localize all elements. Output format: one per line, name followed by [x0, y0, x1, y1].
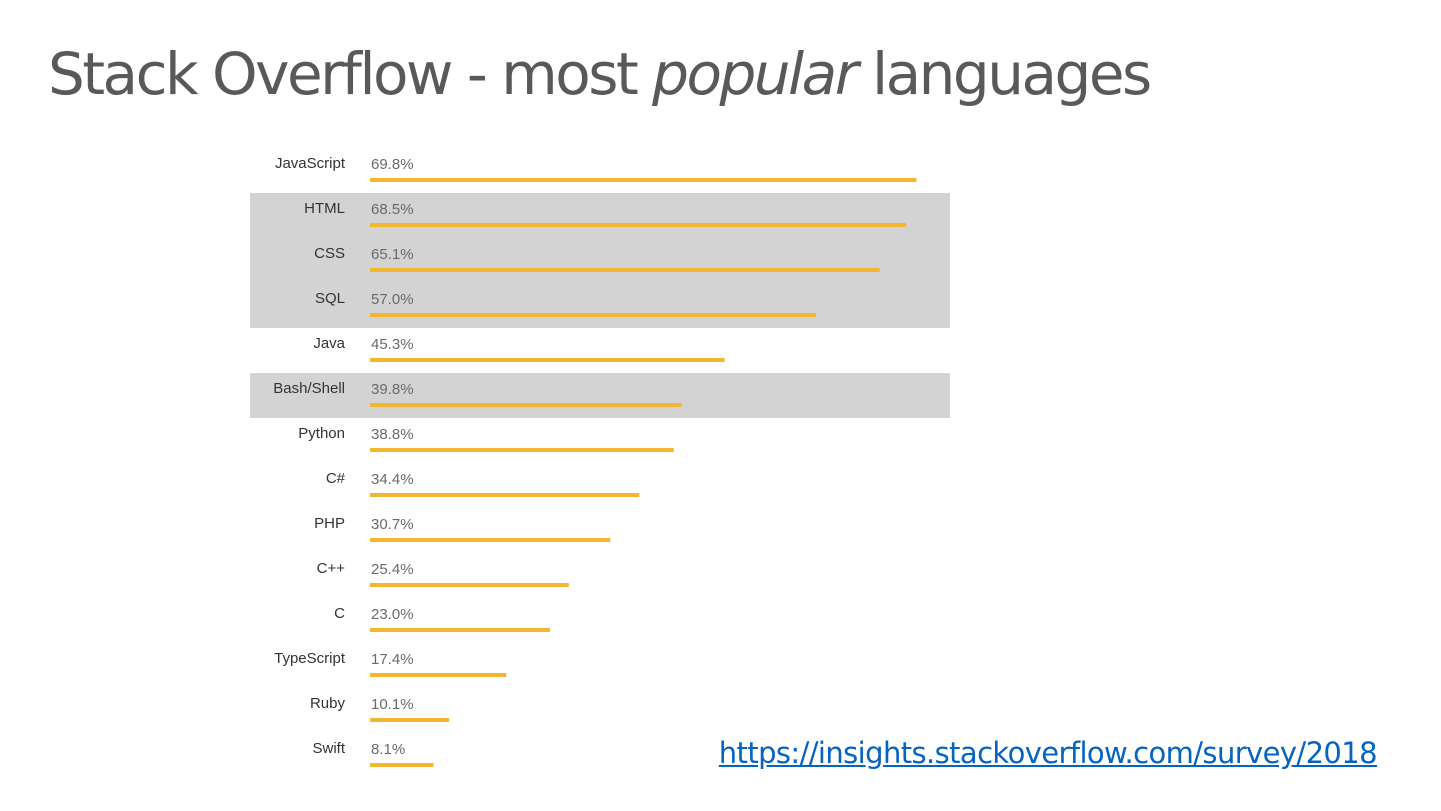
value-label: 10.1%	[371, 696, 414, 713]
value-label: 25.4%	[371, 561, 414, 578]
value-label: 30.7%	[371, 516, 414, 533]
title-part-2: languages	[856, 40, 1152, 108]
value-label: 69.8%	[371, 156, 414, 173]
category-label: Bash/Shell	[273, 380, 345, 397]
bar	[370, 358, 725, 362]
category-label: JavaScript	[275, 155, 346, 172]
value-label: 65.1%	[371, 246, 414, 263]
bar	[370, 313, 817, 317]
bar	[370, 538, 611, 542]
category-label: Java	[313, 335, 345, 352]
bar	[370, 493, 640, 497]
category-label: TypeScript	[274, 650, 346, 667]
title-italic-word: popular	[652, 40, 858, 108]
value-label: 34.4%	[371, 471, 414, 488]
value-label: 45.3%	[371, 336, 414, 353]
bar	[370, 268, 880, 272]
bar	[370, 583, 569, 587]
category-label: Ruby	[310, 695, 346, 712]
value-label: 68.5%	[371, 201, 414, 218]
value-label: 23.0%	[371, 606, 414, 623]
bar	[370, 448, 674, 452]
value-label: 57.0%	[371, 291, 414, 308]
category-label: SQL	[315, 290, 345, 307]
highlight-band	[250, 193, 950, 328]
survey-source-link[interactable]: https://insights.stackoverflow.com/surve…	[718, 736, 1378, 770]
bar	[370, 223, 907, 227]
highlight-band	[250, 373, 950, 418]
bar	[370, 763, 434, 767]
category-label: CSS	[314, 245, 345, 262]
bar	[370, 718, 450, 722]
bar	[370, 403, 682, 407]
category-label: C#	[326, 470, 346, 487]
bar	[370, 628, 551, 632]
value-label: 17.4%	[371, 651, 414, 668]
category-label: PHP	[314, 515, 345, 532]
value-label: 38.8%	[371, 426, 414, 443]
bar	[370, 673, 507, 677]
value-label: 8.1%	[371, 741, 405, 758]
category-label: Python	[298, 425, 345, 442]
category-label: C++	[317, 560, 346, 577]
title-part-1: Stack Overflow - most	[48, 40, 653, 108]
value-label: 39.8%	[371, 381, 414, 398]
category-label: C	[334, 605, 345, 622]
bar	[370, 178, 917, 182]
category-label: Swift	[312, 740, 345, 757]
category-label: HTML	[304, 200, 345, 217]
slide-title: Stack Overflow - most popular languages	[48, 40, 1152, 110]
